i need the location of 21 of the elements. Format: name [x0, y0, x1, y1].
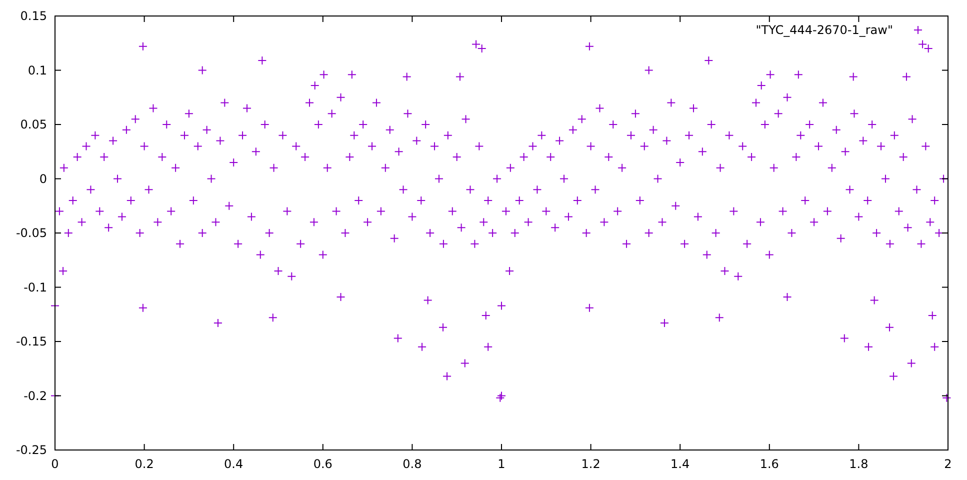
y-tick-label: -0.1: [24, 280, 47, 294]
y-tick-label: 0: [39, 172, 47, 186]
y-tick-label: 0.1: [28, 63, 47, 78]
x-tick-label: 0.2: [134, 457, 154, 471]
x-tick-label: 0.4: [224, 457, 244, 471]
y-tick-label: -0.2: [24, 388, 47, 403]
y-tick-label: -0.25: [16, 443, 47, 458]
y-tick-label: 0.15: [20, 9, 47, 24]
x-tick-label: 0.6: [313, 457, 332, 471]
x-tick-label: 1.2: [581, 457, 600, 471]
x-tick-label: 1.4: [670, 457, 690, 471]
x-tick-label: 2: [944, 457, 952, 471]
y-tick-label: -0.15: [16, 334, 47, 349]
x-tick-label: 1.6: [760, 457, 779, 471]
y-tick-label: -0.05: [16, 226, 47, 240]
x-tick-label: 1.8: [849, 457, 868, 471]
y-tick-label: 0.05: [20, 118, 47, 132]
legend-label: "TYC_444-2670-1_raw": [756, 23, 893, 38]
x-tick-label: 0.8: [402, 457, 422, 471]
x-tick-label: 0: [51, 457, 59, 471]
x-tick-label: 1: [498, 457, 506, 471]
